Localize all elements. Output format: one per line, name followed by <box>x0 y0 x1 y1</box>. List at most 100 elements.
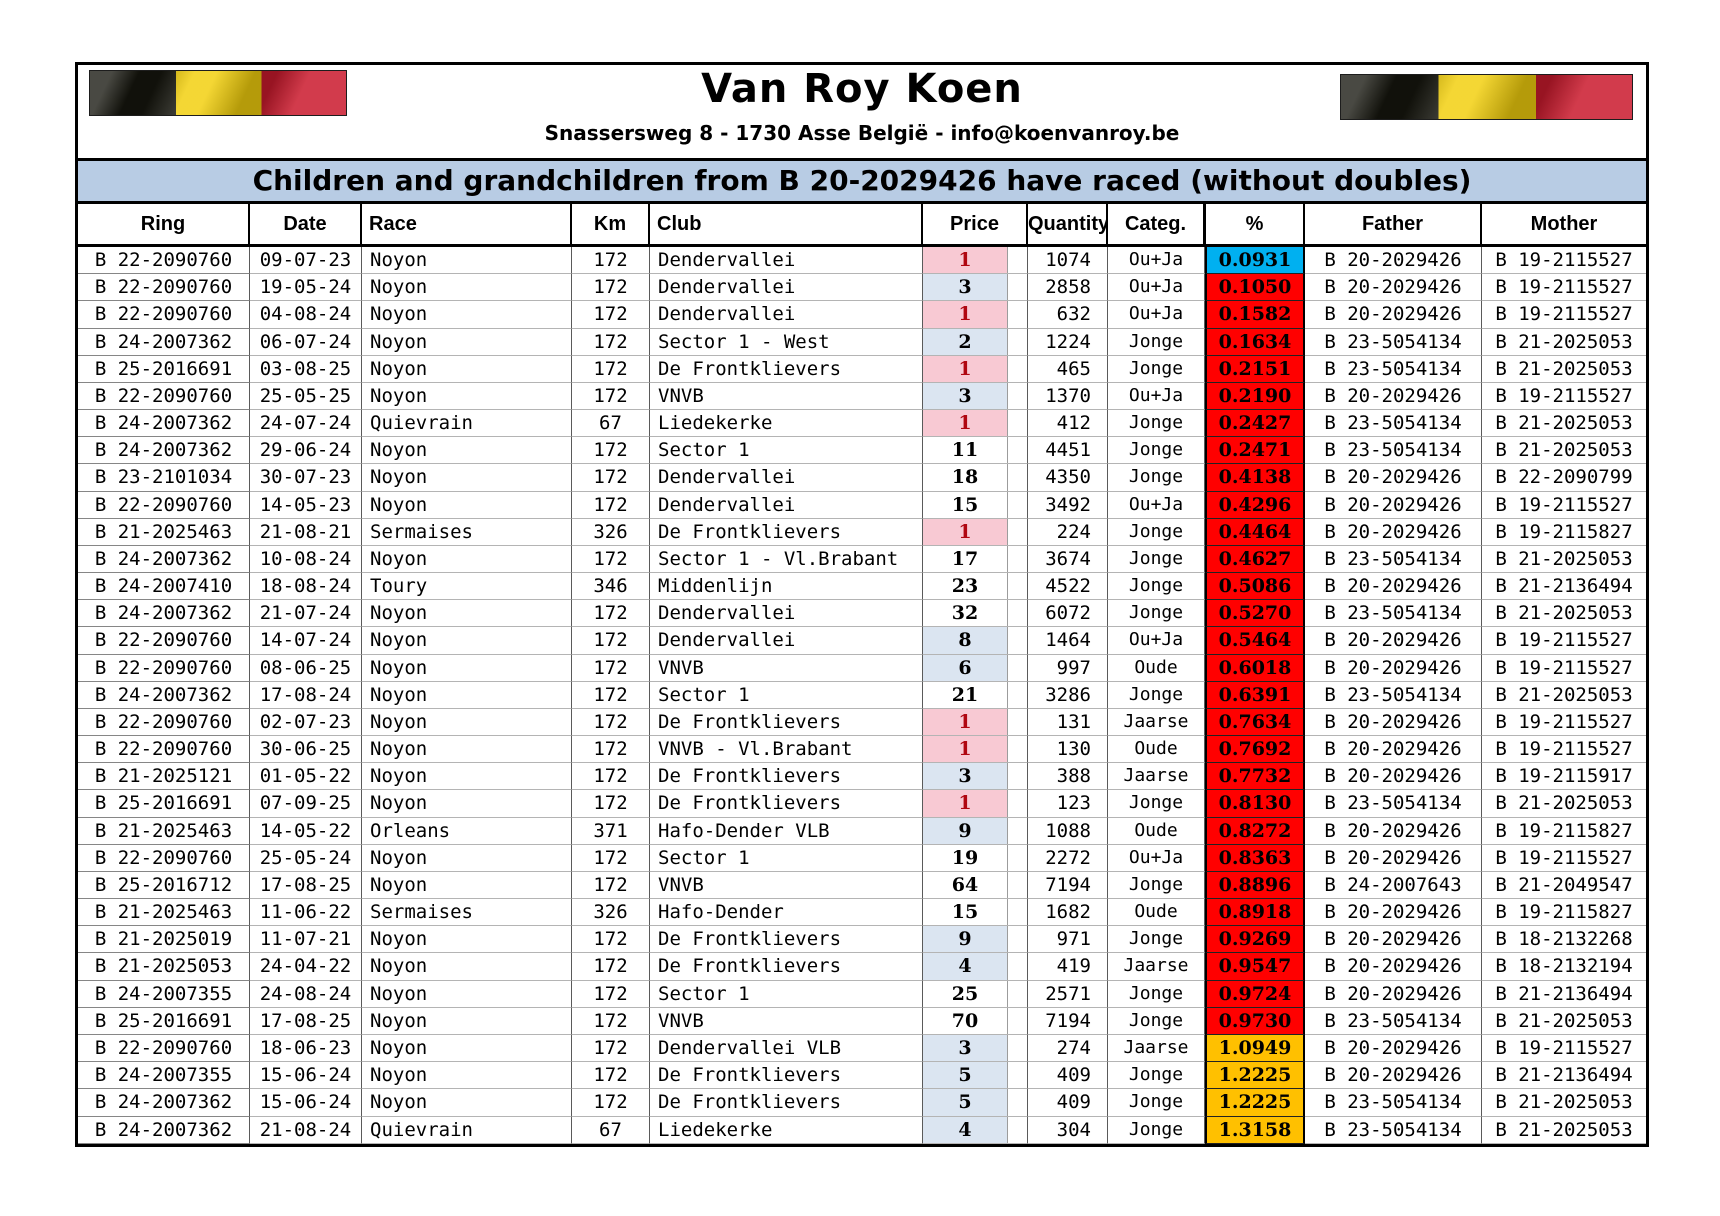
cell-mother: B 21-2025053 <box>1482 356 1646 383</box>
cell-father: B 20-2029426 <box>1305 1062 1482 1090</box>
cell-pct: 0.8130 <box>1205 790 1305 818</box>
table-row: B 21-2025019 11-07-21 Noyon 172 De Frontklie… <box>78 926 1646 954</box>
cell-race: Noyon <box>362 382 572 411</box>
price-value: 1 <box>923 410 1008 437</box>
cell-km: 172 <box>572 953 650 981</box>
price-spacer <box>1008 1116 1027 1143</box>
cell-date: 11-07-21 <box>250 926 362 954</box>
table-row: B 24-2007410 18-08-24 Toury 346 Middenlijn 23… <box>78 573 1646 601</box>
cell-mother: B 19-2115527 <box>1482 709 1646 737</box>
cell-ring: B 22-2090760 <box>78 382 250 411</box>
cell-quantity: 224 <box>1028 518 1108 546</box>
cell-club: De Frontklievers <box>650 790 923 818</box>
cell-km: 172 <box>572 1034 650 1063</box>
cell-date: 30-06-25 <box>250 736 362 764</box>
cell-club: De Frontklievers <box>650 708 923 737</box>
column-header-mother: Mother <box>1530 213 1598 235</box>
cell-price: 11 <box>923 437 1028 465</box>
cell-mother: B 19-2115827 <box>1482 899 1646 927</box>
price-spacer <box>1008 382 1027 410</box>
cell-categ: Jonge <box>1108 1116 1205 1144</box>
price-spacer <box>1008 600 1027 627</box>
cell-categ: Ou+Ja <box>1108 274 1205 302</box>
cell-date: 06-07-24 <box>250 328 362 356</box>
cell-pct: 0.5270 <box>1205 600 1305 628</box>
cell-ring: B 22-2090760 <box>78 1034 250 1063</box>
belgian-flag-right <box>1340 74 1633 120</box>
cell-mother: B 21-2136494 <box>1482 573 1646 601</box>
cell-date: 25-05-24 <box>250 844 362 872</box>
price-spacer <box>1008 871 1027 899</box>
cell-km: 172 <box>572 980 650 1008</box>
cell-categ: Jonge <box>1108 518 1205 546</box>
cell-categ: Jaarse <box>1108 1034 1205 1063</box>
price-spacer <box>1008 437 1027 464</box>
cell-father: B 20-2029426 <box>1305 899 1482 927</box>
cell-quantity: 4350 <box>1028 464 1108 492</box>
cell-date: 21-08-24 <box>250 1116 362 1144</box>
cell-club: VNVB <box>650 1007 923 1035</box>
table-row: B 21-2025463 11-06-22 Sermaises 326 Hafo-Den… <box>78 899 1646 927</box>
cell-date: 02-07-23 <box>250 708 362 737</box>
cell-father: B 20-2029426 <box>1305 763 1482 791</box>
cell-km: 172 <box>572 1062 650 1090</box>
cell-father: B 20-2029426 <box>1305 491 1482 519</box>
cell-father: B 20-2029426 <box>1305 817 1482 845</box>
table-row: B 21-2025121 01-05-22 Noyon 172 De Frontklie… <box>78 763 1646 791</box>
cell-club: Dendervallei <box>650 491 923 519</box>
cell-date: 14-07-24 <box>250 627 362 655</box>
column-header-price: Price <box>923 204 1028 244</box>
cell-father: B 23-5054134 <box>1305 600 1482 628</box>
cell-ring: B 21-2025121 <box>78 763 250 791</box>
cell-price: 15 <box>923 899 1028 927</box>
column-header-ring: Ring <box>78 204 250 244</box>
column-header-%: % <box>1205 204 1305 244</box>
cell-categ: Jonge <box>1108 926 1205 954</box>
cell-ring: B 22-2090760 <box>78 708 250 737</box>
cell-father: B 23-5054134 <box>1305 790 1482 818</box>
cell-ring: B 24-2007362 <box>78 328 250 356</box>
cell-race: Sermaises <box>362 899 572 927</box>
cell-race: Noyon <box>362 708 572 737</box>
price-value: 3 <box>923 1034 1008 1062</box>
cell-quantity: 1464 <box>1028 627 1108 655</box>
cell-mother: B 22-2090799 <box>1482 464 1646 492</box>
belgian-flag-left <box>89 70 347 116</box>
page-title: Van Roy Koen <box>701 66 1023 112</box>
cell-club: De Frontklievers <box>650 518 923 546</box>
cell-km: 172 <box>572 1007 650 1035</box>
price-spacer <box>1008 926 1027 953</box>
cell-date: 25-05-25 <box>250 382 362 411</box>
price-value: 5 <box>923 1062 1008 1089</box>
cell-price: 70 <box>923 1007 1028 1035</box>
cell-mother: B 19-2115917 <box>1482 763 1646 791</box>
price-value: 32 <box>923 600 1008 627</box>
cell-club: VNVB - Vl.Brabant <box>650 736 923 764</box>
cell-mother: B 19-2115527 <box>1482 1035 1646 1063</box>
cell-club: Liedekerke <box>650 1116 923 1144</box>
cell-date: 30-07-23 <box>250 464 362 492</box>
price-value: 21 <box>923 681 1008 708</box>
cell-ring: B 24-2007355 <box>78 1062 250 1090</box>
cell-date: 18-08-24 <box>250 573 362 601</box>
cell-km: 172 <box>572 708 650 737</box>
cell-km: 172 <box>572 464 650 492</box>
cell-father: B 20-2029426 <box>1305 953 1482 981</box>
price-spacer <box>1008 1034 1027 1062</box>
cell-ring: B 21-2025463 <box>78 518 250 546</box>
cell-pct: 0.4138 <box>1205 464 1305 492</box>
cell-quantity: 4451 <box>1028 437 1108 465</box>
cell-race: Noyon <box>362 980 572 1008</box>
column-header-quantity: Quantity <box>1028 204 1108 244</box>
cell-categ: Oude <box>1108 817 1205 845</box>
cell-km: 172 <box>572 382 650 411</box>
cell-club: VNVB <box>650 871 923 900</box>
column-header-km: Km <box>572 204 650 244</box>
cell-club: Liedekerke <box>650 410 923 438</box>
cell-date: 03-08-25 <box>250 355 362 383</box>
cell-date: 17-08-24 <box>250 681 362 709</box>
table-row: B 22-2090760 18-06-23 Noyon 172 Dendervallei… <box>78 1034 1646 1063</box>
masthead: Van Roy Koen Snassersweg 8 - 1730 Asse B… <box>78 65 1646 161</box>
cell-father: B 20-2029426 <box>1305 518 1482 546</box>
